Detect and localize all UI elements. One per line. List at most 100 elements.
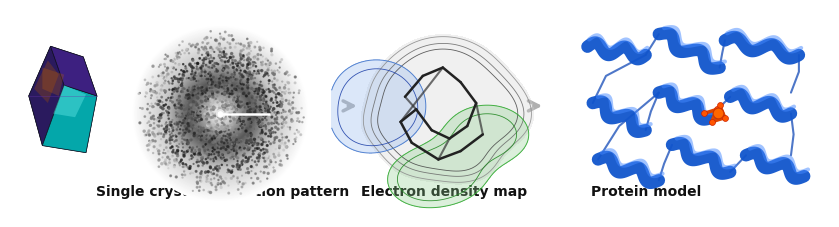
Circle shape (209, 60, 211, 62)
Circle shape (165, 147, 167, 148)
Circle shape (201, 94, 202, 96)
Circle shape (201, 161, 204, 163)
Circle shape (143, 130, 145, 132)
Circle shape (193, 86, 248, 141)
Circle shape (240, 75, 242, 77)
Circle shape (253, 82, 256, 85)
Circle shape (214, 115, 216, 116)
Circle shape (190, 172, 192, 173)
Circle shape (176, 160, 178, 162)
Circle shape (214, 62, 216, 64)
Circle shape (132, 25, 309, 202)
Circle shape (238, 103, 240, 104)
Circle shape (133, 27, 307, 200)
Circle shape (167, 125, 168, 126)
Circle shape (228, 85, 230, 86)
Circle shape (256, 89, 258, 90)
Circle shape (153, 91, 154, 93)
Circle shape (275, 63, 276, 64)
Circle shape (216, 109, 225, 118)
Circle shape (258, 73, 259, 74)
Circle shape (268, 109, 269, 111)
Circle shape (228, 152, 230, 153)
Circle shape (188, 130, 190, 132)
Circle shape (268, 89, 269, 90)
Circle shape (211, 92, 213, 94)
Circle shape (208, 73, 209, 74)
Circle shape (205, 98, 236, 129)
Circle shape (222, 76, 224, 77)
Circle shape (155, 49, 285, 178)
Circle shape (209, 121, 211, 123)
Circle shape (168, 151, 169, 152)
Circle shape (281, 98, 284, 100)
Circle shape (234, 46, 236, 48)
Circle shape (276, 112, 278, 114)
Circle shape (237, 104, 239, 105)
Circle shape (215, 141, 216, 142)
Circle shape (230, 107, 232, 108)
Circle shape (248, 114, 249, 115)
Circle shape (265, 58, 267, 60)
Circle shape (237, 62, 239, 63)
Circle shape (205, 57, 207, 59)
Circle shape (285, 84, 286, 85)
Circle shape (228, 67, 229, 69)
Circle shape (236, 139, 237, 140)
Circle shape (255, 148, 256, 149)
Circle shape (217, 110, 220, 112)
Circle shape (194, 154, 195, 155)
Point (711, 108, 724, 111)
Circle shape (302, 122, 303, 123)
Circle shape (282, 102, 283, 103)
Circle shape (232, 39, 234, 41)
Circle shape (179, 72, 262, 155)
Circle shape (237, 189, 239, 190)
Circle shape (160, 64, 162, 65)
Circle shape (182, 133, 183, 134)
Circle shape (191, 158, 192, 159)
Circle shape (175, 112, 176, 113)
Circle shape (242, 145, 244, 147)
Circle shape (193, 67, 195, 69)
Circle shape (183, 151, 185, 153)
Circle shape (235, 128, 237, 130)
Circle shape (221, 74, 222, 76)
Circle shape (216, 174, 218, 176)
Circle shape (180, 78, 181, 80)
Circle shape (185, 118, 186, 119)
Circle shape (259, 99, 261, 101)
Circle shape (178, 98, 180, 99)
Circle shape (275, 100, 276, 101)
Circle shape (169, 62, 271, 165)
Circle shape (270, 160, 271, 161)
Circle shape (226, 105, 227, 106)
Circle shape (214, 117, 215, 119)
Circle shape (182, 138, 183, 139)
Circle shape (206, 116, 208, 117)
Circle shape (153, 46, 288, 181)
Circle shape (284, 93, 285, 94)
Circle shape (264, 133, 267, 135)
Circle shape (173, 149, 174, 151)
Circle shape (251, 75, 252, 76)
Circle shape (195, 122, 196, 123)
Circle shape (261, 143, 263, 146)
Circle shape (274, 137, 276, 139)
Circle shape (212, 65, 213, 66)
Circle shape (188, 113, 190, 115)
Circle shape (201, 156, 203, 158)
Circle shape (284, 73, 286, 75)
Circle shape (255, 173, 256, 174)
Circle shape (261, 99, 262, 100)
Circle shape (221, 80, 223, 82)
Circle shape (240, 43, 242, 45)
Circle shape (190, 139, 192, 141)
Circle shape (201, 47, 202, 48)
Circle shape (278, 93, 279, 95)
Circle shape (205, 171, 206, 173)
Circle shape (205, 171, 206, 173)
Circle shape (232, 62, 234, 64)
Circle shape (265, 96, 267, 97)
Circle shape (251, 141, 253, 143)
